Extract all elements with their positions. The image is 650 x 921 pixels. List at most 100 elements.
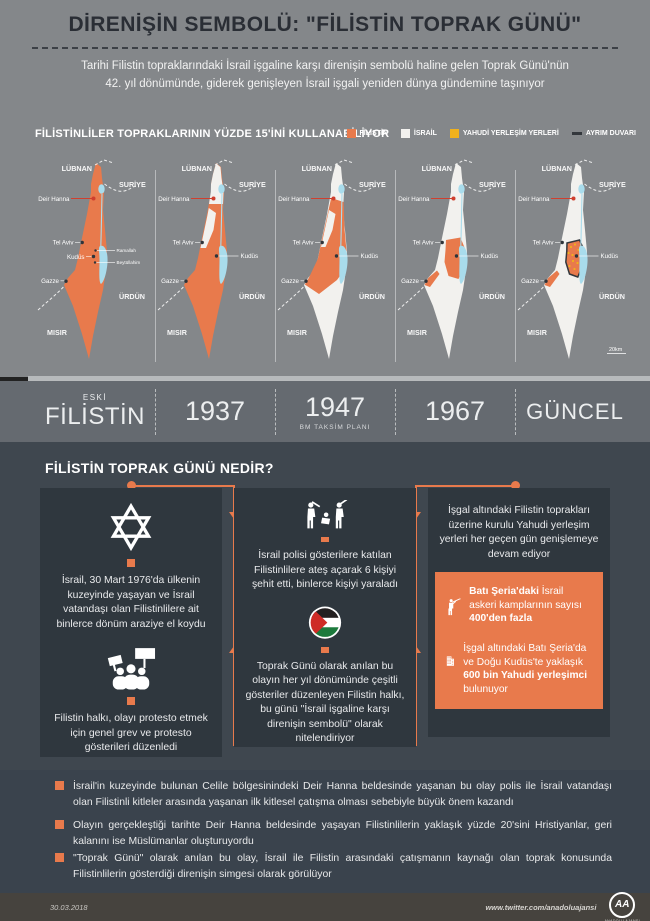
page-title: DİRENİŞİN SEMBOLÜ: "FİLİSTİN TOPRAK GÜNÜ… xyxy=(68,13,582,36)
panel-settlements: İşgal altındaki Filistin toprakları üzer… xyxy=(428,488,610,737)
subtitle-line2: 42. yıl dönümünde, giderek genişleyen İs… xyxy=(105,77,545,90)
stat2-text: İşgal altındaki Batı Şeria'da ve Doğu Ku… xyxy=(463,643,588,695)
footer-twitter-link[interactable]: www.twitter.com/anadoluajansi xyxy=(485,902,597,912)
map-label-jordan: ÜRDÜN xyxy=(479,292,505,301)
stat1-text: Batı Şeria'daki İsrail askeri kamplarını… xyxy=(469,586,582,625)
map-label-egypt: MISIR xyxy=(287,328,308,337)
aa-logo: AA ANADOLU AJANSI xyxy=(604,891,640,921)
map-label-jordan: ÜRDÜN xyxy=(119,292,145,301)
timeline-item-1967: 1967 xyxy=(424,396,486,426)
connector-arrow-up xyxy=(411,646,421,653)
bullet-square xyxy=(55,781,64,790)
map-label-egypt: MISIR xyxy=(167,328,188,337)
map-label-jordan: ÜRDÜN xyxy=(359,292,385,301)
map-label-gaza: Gazze xyxy=(41,278,59,285)
map-label-deir-hanna: Deir Hanna xyxy=(38,196,70,203)
panel1-text2: Filistin halkı, olayı protesto etmek içi… xyxy=(54,713,208,754)
map-label-deir-hanna: Deir Hanna xyxy=(278,196,310,203)
panel-land-seizure: İsrail, 30 Mart 1976'da ülkenin kuzeyind… xyxy=(40,488,222,757)
connector-line xyxy=(131,485,235,487)
map-label-lebanon: LÜBNAN xyxy=(62,164,92,173)
map-label-jerusalem: Kudüs xyxy=(481,253,499,260)
map-label-jordan: ÜRDÜN xyxy=(599,292,625,301)
bullet-square xyxy=(55,853,64,862)
map-label-jerusalem: Kudüs xyxy=(361,253,379,260)
panel3-text: İşgal altındaki Filistin toprakları üzer… xyxy=(439,505,599,560)
map-label-lebanon: LÜBNAN xyxy=(542,164,572,173)
maps-section-title: FİLİSTİNLİLER TOPRAKLARININ YÜZDE 15'İNİ… xyxy=(35,128,390,140)
timeline-separator xyxy=(515,389,516,435)
footer-date: 30.03.2018 xyxy=(50,902,88,912)
orange-square-divider xyxy=(321,647,329,653)
divider-bar xyxy=(28,376,650,381)
timeline-item-guncel: GÜNCEL xyxy=(526,398,624,424)
panel2-text1: İsrail polisi gösterilere katılan Filist… xyxy=(251,550,399,591)
footer: 30.03.2018 www.twitter.com/anadoluajansi… xyxy=(0,891,650,921)
map-1947: LÜBNAN SURİYE Deir Hanna Tel Aviv Kudüs … xyxy=(275,158,395,372)
legend-item-yerlesim: YAHUDİ YERLEŞİM YERLERİ xyxy=(449,129,559,138)
map-separator xyxy=(275,170,276,362)
map-label-tel-aviv: Tel Aviv xyxy=(413,240,435,247)
timeline-item-1937: 1937 xyxy=(184,396,246,426)
orange-square-divider xyxy=(321,536,329,543)
bullet-item: Olayın gerçekleştiği tarihte Deir Hanna … xyxy=(55,818,612,849)
subtitle-line1: Tarihi Filistin topraklarındaki İsrail i… xyxy=(81,60,569,72)
legend-swatch-wall xyxy=(571,132,582,135)
map-legend: FİLİSTİN İSRAİL YAHUDİ YERLEŞİM YERLERİ … xyxy=(346,129,636,138)
map-label-deir-hanna: Deir Hanna xyxy=(398,196,430,203)
legend-item-duvar: AYRIM DUVARI xyxy=(571,130,636,137)
map-1937: LÜBNAN SURİYE Deir Hanna Tel Aviv Kudüs … xyxy=(155,158,275,372)
map-label-ramallah: Ramallah xyxy=(117,248,137,253)
map-label-jordan: ÜRDÜN xyxy=(239,292,265,301)
map-1967: LÜBNAN SURİYE Deir Hanna Tel Aviv Kudüs … xyxy=(395,158,515,372)
connector-line xyxy=(415,485,417,746)
stat-settlers: İşgal altındaki Batı Şeria'da ve Doğu Ku… xyxy=(446,642,592,696)
timeline-item-eski-filistin: ESKİ FİLİSTİN xyxy=(44,392,145,430)
map-label-gaza: Gazze xyxy=(521,278,539,285)
map-label-jerusalem: Kudüs xyxy=(601,253,619,260)
map-label-egypt: MISIR xyxy=(47,328,68,337)
map-label-bethlehem: Beytüllahim xyxy=(117,260,141,265)
map-label-deir-hanna: Deir Hanna xyxy=(158,196,190,203)
settlement-building-icon xyxy=(446,656,454,667)
timeline-item-1947: 1947 BM TAKSİM PLANI xyxy=(299,392,371,431)
bullet-item: İsrail'in kuzeyinde bulunan Celile bölge… xyxy=(55,779,612,810)
orange-square-divider xyxy=(127,697,135,706)
legend-swatch-israel xyxy=(400,129,410,138)
legend-swatch-settlements xyxy=(449,129,459,138)
legend-swatch-palestine xyxy=(346,129,356,138)
star-of-david-icon xyxy=(110,502,152,552)
map-label-syria: SURİYE xyxy=(119,180,146,189)
orange-square-divider xyxy=(127,559,135,567)
connector-line xyxy=(417,485,516,487)
timeline-band xyxy=(0,381,650,442)
map-separator xyxy=(395,170,396,362)
map-label-lebanon: LÜBNAN xyxy=(182,164,212,173)
map-scale-label: 20km xyxy=(609,347,623,353)
map-label-tel-aviv: Tel Aviv xyxy=(53,240,75,247)
map-label-tel-aviv: Tel Aviv xyxy=(533,240,555,247)
legend-item-filistin: FİLİSTİN xyxy=(346,129,388,138)
map-separator xyxy=(515,170,516,362)
timeline-separator xyxy=(275,389,276,435)
bullet-item: "Toprak Günü" olarak anılan bu olay, İsr… xyxy=(55,851,612,882)
map-label-syria: SURİYE xyxy=(359,180,386,189)
protest-icon xyxy=(107,648,156,690)
map-guncel: LÜBNAN SURİYE Deir Hanna Tel Aviv Kudüs … xyxy=(515,158,635,372)
map-label-gaza: Gazze xyxy=(401,278,419,285)
what-is-title: FİLİSTİN TOPRAK GÜNÜ NEDİR? xyxy=(45,460,274,476)
soldier-icon xyxy=(448,598,461,616)
map-label-syria: SURİYE xyxy=(239,180,266,189)
bullets-section xyxy=(0,770,650,893)
map-label-lebanon: LÜBNAN xyxy=(302,164,332,173)
map-label-gaza: Gazze xyxy=(281,278,299,285)
bullet-square xyxy=(55,820,64,829)
timeline-separator xyxy=(155,389,156,435)
page-subtitle: Tarihi Filistin topraklarındaki İsrail i… xyxy=(40,58,610,94)
legend-item-israil: İSRAİL xyxy=(400,129,437,138)
timeline-separator xyxy=(395,389,396,435)
stat-military-camps: Batı Şeria'daki İsrail askeri kamplarını… xyxy=(446,585,592,629)
palestine-flag-icon xyxy=(308,606,342,639)
map-label-egypt: MISIR xyxy=(407,328,428,337)
